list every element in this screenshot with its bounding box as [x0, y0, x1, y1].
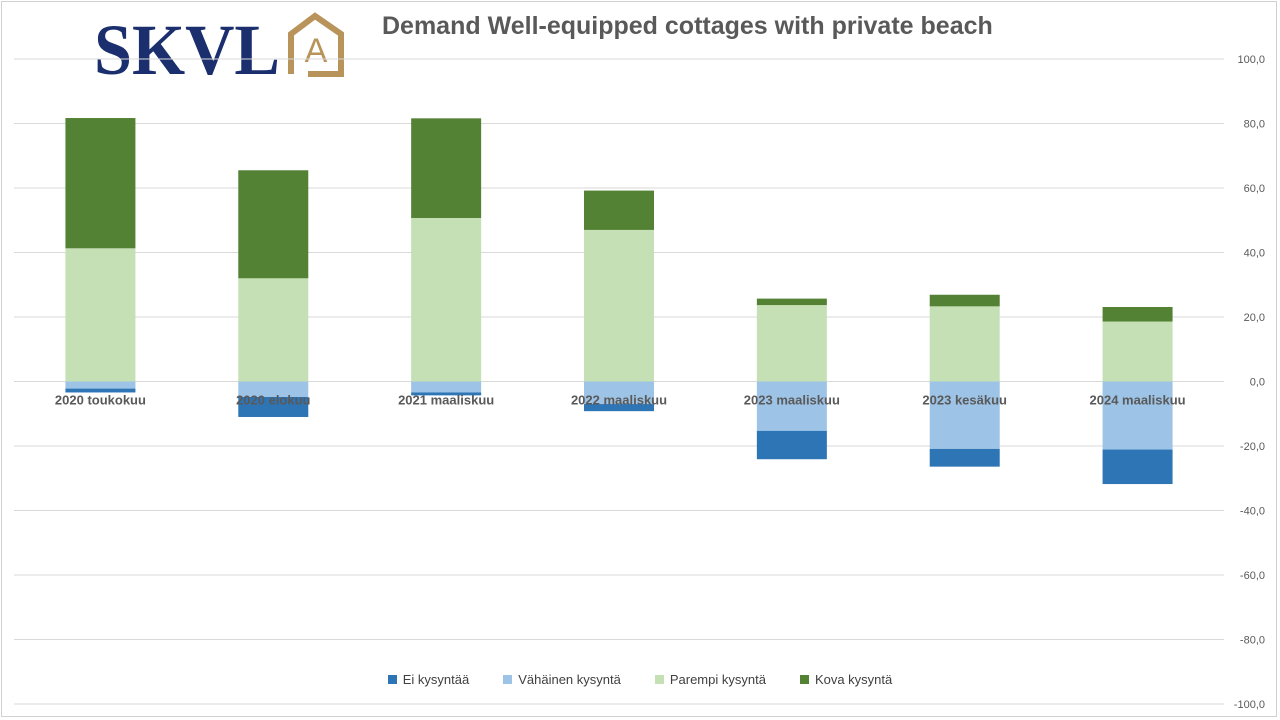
bar-segment: [238, 278, 309, 382]
legend-item: Kova kysyntä: [799, 669, 893, 689]
bar-segment: [584, 404, 654, 412]
bar-segment: [756, 305, 827, 382]
legend-item: Ei kysyntää: [387, 669, 470, 689]
bar-segment: [238, 396, 309, 417]
legend-label: Kova kysyntä: [814, 671, 893, 687]
y-tick-label: 20,0: [1244, 312, 1265, 324]
legend-swatch: [387, 674, 397, 684]
y-tick-label: -80,0: [1240, 635, 1265, 647]
bar-series: [65, 118, 1173, 485]
category-label: 2022 maaliskuu: [571, 393, 667, 408]
bar-segment: [1102, 449, 1173, 485]
bar-segment: [756, 381, 827, 431]
legend-swatch: [503, 674, 513, 684]
category-labels: 2020 toukokuu 2020 elokuu 2021 maaliskuu 20…: [55, 393, 1186, 408]
bar-segment: [65, 248, 136, 382]
skvl-logo: SKVL A: [94, 12, 344, 80]
category-label: 2023 kesäkuu: [922, 393, 1007, 408]
bar-segment: [584, 229, 654, 382]
bar-segment: [411, 381, 482, 393]
house-emblem-icon: A: [288, 12, 344, 77]
y-tick-label: 40,0: [1244, 248, 1265, 260]
y-tick-label: -40,0: [1240, 506, 1265, 518]
bar-segment: [65, 118, 136, 249]
y-tick-label: 0,0: [1250, 377, 1265, 389]
bar-segment: [411, 217, 482, 382]
bar-segment: [929, 294, 1000, 307]
bar-segment: [65, 388, 136, 393]
bar-segment: [238, 381, 309, 397]
legend-swatch: [799, 674, 809, 684]
bar-segment: [929, 448, 1000, 467]
category-label: 2020 elokuu: [236, 393, 310, 408]
category-label: 2023 maaliskuu: [744, 393, 840, 408]
logo-wordmark: SKVL: [94, 12, 280, 80]
bar-segment: [929, 306, 1000, 382]
bar-segment: [584, 381, 654, 405]
category-label: 2021 maaliskuu: [398, 393, 494, 408]
category-label: 2020 toukokuu: [55, 393, 146, 408]
bar-segment: [238, 170, 309, 279]
y-tick-label: 80,0: [1244, 119, 1265, 131]
legend-label: Parempi kysyntä: [669, 671, 766, 687]
bar-segment: [929, 381, 1000, 449]
legend-item: Vähäinen kysyntä: [503, 669, 621, 689]
emblem-roof: [288, 12, 344, 77]
y-tick-label: -20,0: [1240, 441, 1265, 453]
legend-item: Parempi kysyntä: [654, 669, 766, 689]
bar-segment: [411, 392, 482, 396]
bar-segment: [411, 118, 482, 218]
y-tick-label: -100,0: [1234, 699, 1265, 711]
y-tick-label: -60,0: [1240, 570, 1265, 582]
emblem-letter: A: [305, 32, 328, 70]
y-tick-label: 100,0: [1237, 54, 1265, 66]
legend-label: Vähäinen kysyntä: [518, 671, 621, 687]
chart-legend: Ei kysyntää Vähäinen kysyntä Parempi kysyn…: [0, 669, 1280, 689]
chart-title: Demand Well-equipped cottages with priva…: [382, 12, 993, 40]
bar-segment: [1102, 307, 1173, 322]
y-axis-tick-labels: 100,0 80,0 60,0 40,0 20,0 0,0 -20,0 -40,0 -60,0 -…: [1234, 54, 1265, 711]
bar-segment: [756, 430, 827, 460]
bar-segment: [584, 190, 654, 230]
bar-segment: [756, 298, 827, 306]
legend-label: Ei kysyntää: [402, 671, 470, 687]
bar-segment: [65, 381, 136, 389]
bar-segment: [1102, 321, 1173, 382]
legend-swatch: [654, 674, 664, 684]
bar-segment: [1102, 381, 1173, 450]
y-tick-label: 60,0: [1244, 183, 1265, 195]
category-label: 2024 maaliskuu: [1090, 393, 1186, 408]
